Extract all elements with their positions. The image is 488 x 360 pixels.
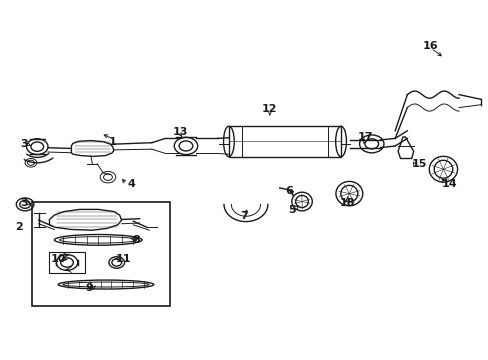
Text: 8: 8 xyxy=(132,235,140,245)
Text: 3: 3 xyxy=(20,139,28,149)
Text: 7: 7 xyxy=(240,211,248,221)
Text: 18: 18 xyxy=(340,198,355,208)
Text: 13: 13 xyxy=(172,127,187,136)
Text: 9: 9 xyxy=(85,283,93,293)
Text: 11: 11 xyxy=(116,254,131,264)
Text: 10: 10 xyxy=(50,254,66,264)
Text: 3: 3 xyxy=(20,198,28,208)
Text: 6: 6 xyxy=(285,186,293,197)
Bar xyxy=(49,252,84,273)
Text: 16: 16 xyxy=(422,41,438,50)
Text: 5: 5 xyxy=(288,206,296,216)
Text: 14: 14 xyxy=(441,179,456,189)
Text: 17: 17 xyxy=(357,132,372,142)
Text: 2: 2 xyxy=(15,222,23,231)
Text: 15: 15 xyxy=(410,159,426,169)
Bar xyxy=(32,202,169,306)
Bar xyxy=(228,126,340,157)
Text: 12: 12 xyxy=(262,104,277,114)
Text: 1: 1 xyxy=(109,138,117,147)
Text: 4: 4 xyxy=(127,179,135,189)
